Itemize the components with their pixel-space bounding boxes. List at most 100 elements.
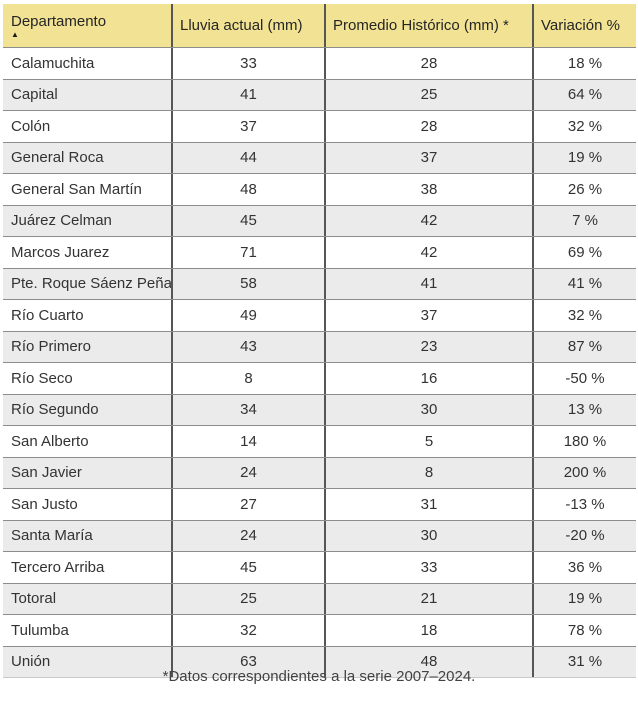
cell-lluvia-actual: 71 [173,237,326,268]
cell-promedio-historico: 28 [326,48,534,79]
table-row[interactable]: Río Primero 43 23 87 % [3,330,636,362]
cell-departamento: San Javier [3,457,173,488]
cell-promedio-historico: 25 [326,79,534,110]
cell-promedio-historico: 42 [326,205,534,236]
cell-variacion: 64 % [567,86,603,104]
cell-promedio-historico: 41 [326,268,534,299]
cell-variacion: 36 % [567,558,603,576]
table-row[interactable]: Colón 37 28 32 % [3,110,636,142]
table-row[interactable]: Santa María 24 30 -20 % [3,519,636,551]
table-body: Calamuchita 33 28 18 % Capital 41 25 64 % Colón 3… [3,47,636,678]
cell-promedio-historico: 37 [326,142,534,173]
column-header-label: Departamento [11,13,107,30]
cell-variacion: 69 % [567,243,603,261]
cell-departamento: Pte. Roque Sáenz Peña [3,268,173,299]
cell-variacion: 32 % [567,306,603,324]
cell-lluvia-actual: 24 [173,457,326,488]
cell-promedio-historico: 28 [326,111,534,142]
cell-lluvia-actual: 32 [173,615,326,646]
cell-departamento: Unión [3,646,173,677]
cell-variacion: 19 % [567,590,603,608]
table-row[interactable]: Río Seco 8 16 -50 % [3,362,636,394]
table-row[interactable]: Juárez Celman 45 42 7 % [3,204,636,236]
table-row[interactable]: Pte. Roque Sáenz Peña 58 41 41 % [3,267,636,299]
column-header-lluvia-actual[interactable]: Lluvia actual (mm) [173,4,326,47]
cell-departamento: San Alberto [3,426,173,457]
cell-departamento: Río Cuarto [3,300,173,331]
cell-promedio-historico: 8 [326,457,534,488]
table-row[interactable]: Capital 41 25 64 % [3,78,636,110]
cell-lluvia-actual: 44 [173,142,326,173]
cell-variacion: 41 % [567,275,603,293]
cell-variacion: -20 % [565,527,605,545]
cell-lluvia-actual: 37 [173,111,326,142]
cell-promedio-historico: 30 [326,520,534,551]
cell-variacion: 31 % [567,653,603,671]
cell-lluvia-actual: 63 [173,646,326,677]
table-row[interactable]: San Justo 27 31 -13 % [3,488,636,520]
cell-promedio-historico: 5 [326,426,534,457]
cell-departamento: Tulumba [3,615,173,646]
column-header-promedio-historico[interactable]: Promedio Histórico (mm) * [326,4,534,47]
table-row[interactable]: Unión 63 48 31 % [3,645,636,677]
cell-promedio-historico: 31 [326,489,534,520]
column-header-variacion[interactable]: Variación % [534,4,636,47]
rainfall-table: Departamento ▲ Lluvia actual (mm) Promed… [3,4,636,678]
cell-variacion: 78 % [567,621,603,639]
cell-promedio-historico: 38 [326,174,534,205]
table-row[interactable]: General Roca 44 37 19 % [3,141,636,173]
cell-promedio-historico: 30 [326,394,534,425]
table-row[interactable]: Totoral 25 21 19 % [3,582,636,614]
column-header-departamento[interactable]: Departamento ▲ [3,4,173,47]
cell-departamento: Totoral [3,583,173,614]
cell-variacion: 7 % [572,212,598,230]
cell-variacion: 32 % [567,117,603,135]
cell-promedio-historico: 42 [326,237,534,268]
cell-lluvia-actual: 43 [173,331,326,362]
cell-departamento: Marcos Juarez [3,237,173,268]
cell-variacion: 18 % [567,54,603,72]
cell-promedio-historico: 23 [326,331,534,362]
cell-variacion: 26 % [567,180,603,198]
cell-variacion: 87 % [567,338,603,356]
table-header-row: Departamento ▲ Lluvia actual (mm) Promed… [3,4,636,47]
column-header-label: Promedio Histórico (mm) * [333,17,509,34]
cell-variacion: 13 % [567,401,603,419]
cell-variacion: -13 % [565,495,605,513]
cell-lluvia-actual: 27 [173,489,326,520]
table-row[interactable]: Tulumba 32 18 78 % [3,614,636,646]
cell-departamento: General Roca [3,142,173,173]
cell-departamento: General San Martín [3,174,173,205]
table-row[interactable]: Río Segundo 34 30 13 % [3,393,636,425]
table-row[interactable]: General San Martín 48 38 26 % [3,173,636,205]
cell-departamento: San Justo [3,489,173,520]
cell-departamento: Juárez Celman [3,205,173,236]
cell-departamento: Río Primero [3,331,173,362]
cell-lluvia-actual: 45 [173,552,326,583]
table-row[interactable]: Marcos Juarez 71 42 69 % [3,236,636,268]
cell-promedio-historico: 21 [326,583,534,614]
cell-departamento: Capital [3,79,173,110]
cell-departamento: Río Seco [3,363,173,394]
table-row[interactable]: Tercero Arriba 45 33 36 % [3,551,636,583]
cell-departamento: Colón [3,111,173,142]
cell-lluvia-actual: 41 [173,79,326,110]
column-header-label: Variación % [541,17,620,34]
cell-lluvia-actual: 34 [173,394,326,425]
cell-lluvia-actual: 14 [173,426,326,457]
cell-lluvia-actual: 48 [173,174,326,205]
table-row[interactable]: Río Cuarto 49 37 32 % [3,299,636,331]
cell-variacion: 19 % [567,149,603,167]
cell-departamento: Santa María [3,520,173,551]
cell-lluvia-actual: 58 [173,268,326,299]
table-row[interactable]: San Javier 24 8 200 % [3,456,636,488]
column-header-label: Lluvia actual (mm) [180,17,303,34]
cell-promedio-historico: 48 [326,646,534,677]
table-row[interactable]: Calamuchita 33 28 18 % [3,47,636,79]
cell-lluvia-actual: 33 [173,48,326,79]
cell-departamento: Tercero Arriba [3,552,173,583]
cell-promedio-historico: 33 [326,552,534,583]
cell-lluvia-actual: 24 [173,520,326,551]
table-row[interactable]: San Alberto 14 5 180 % [3,425,636,457]
